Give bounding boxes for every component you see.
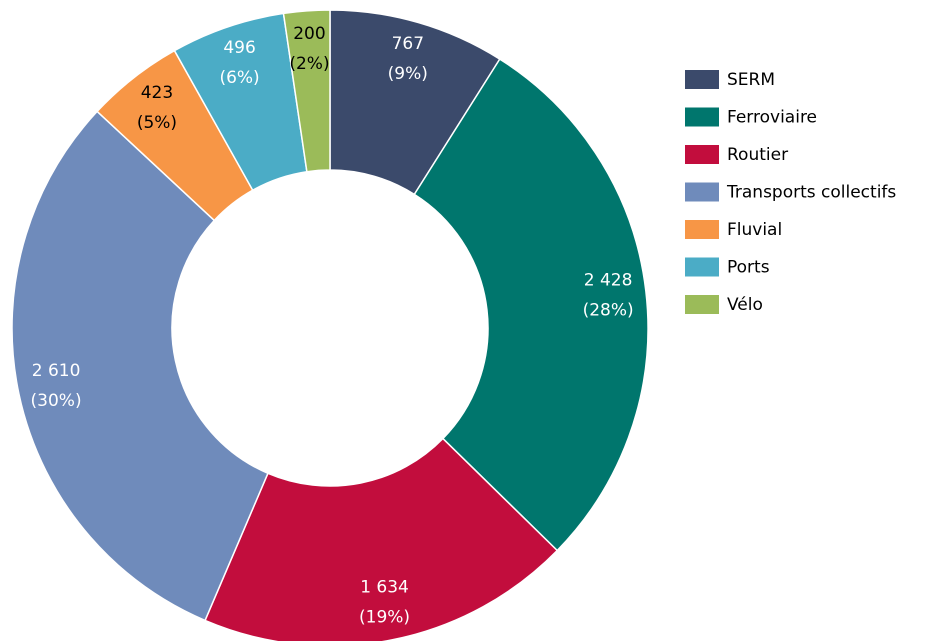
legend-swatch bbox=[685, 107, 719, 127]
legend-label: Routier bbox=[727, 145, 788, 165]
data-label: 423 (5%) bbox=[137, 83, 177, 133]
data-label: 1 634 (19%) bbox=[359, 578, 410, 628]
data-label: 767 (9%) bbox=[388, 34, 428, 84]
data-label: 2 610 (30%) bbox=[31, 361, 82, 411]
donut-slice bbox=[11, 110, 269, 622]
data-label: 496 (6%) bbox=[219, 38, 259, 88]
legend-label: Vélo bbox=[727, 295, 763, 315]
legend-label: SERM bbox=[727, 70, 775, 90]
donut-slice bbox=[282, 9, 331, 173]
legend-swatch bbox=[685, 182, 719, 202]
legend-swatch bbox=[685, 220, 719, 239]
legend-label: Fluvial bbox=[727, 220, 782, 240]
legend-swatch bbox=[685, 70, 719, 89]
data-label: 2 428 (28%) bbox=[583, 270, 634, 320]
legend-swatch bbox=[685, 257, 719, 277]
donut-slice bbox=[204, 437, 559, 641]
legend-label: Ports bbox=[727, 258, 770, 278]
legend-label: Ferroviaire bbox=[727, 108, 817, 128]
legend-label: Transports collectifs bbox=[726, 183, 896, 203]
data-label: 200 (2%) bbox=[289, 24, 329, 74]
legend-swatch bbox=[685, 145, 719, 164]
legend-swatch bbox=[685, 295, 719, 314]
donut-slice bbox=[413, 58, 649, 552]
